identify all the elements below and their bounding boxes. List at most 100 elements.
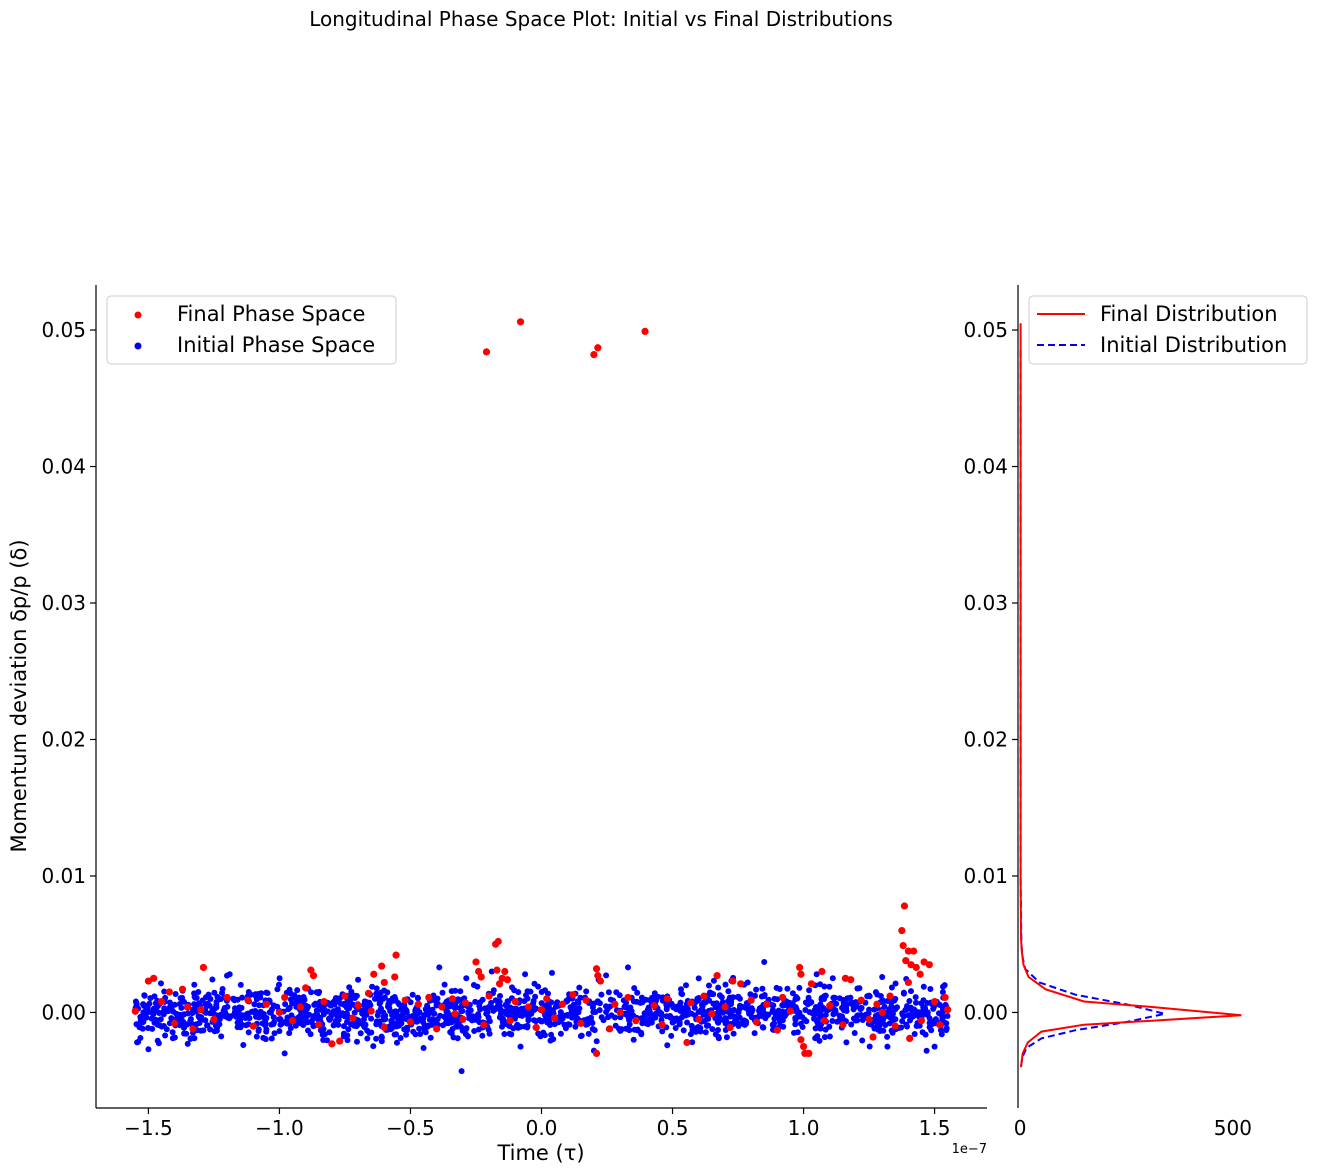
final-point [594,344,602,352]
final-point [406,1018,415,1026]
initial-point [759,1024,766,1031]
final-point [641,327,649,336]
initial-point [143,1009,150,1016]
initial-point [680,1027,687,1034]
final-point [592,965,601,973]
final-point [275,1008,284,1017]
initial-point [689,1027,696,1034]
initial-point [224,1003,231,1010]
initial-point [211,1028,218,1035]
final-point [910,947,918,955]
final-point [210,1015,218,1023]
initial-point [463,1026,469,1033]
y-axis-label: Momentum deviation δp/p (δ) [7,539,31,852]
initial-point [168,1015,175,1022]
initial-point [576,984,583,991]
initial-point [731,1007,737,1013]
final-point [380,1023,388,1032]
final-point [328,1040,336,1048]
initial-point [185,1010,191,1017]
initial-point [428,1021,435,1028]
initial-point [172,991,179,997]
final-point [249,1022,257,1030]
initial-point [501,1031,508,1037]
y-tick-label: 0.00 [41,1000,86,1024]
initial-point [281,1050,288,1057]
initial-point [752,992,758,999]
initial-point [216,1016,223,1023]
initial-point [918,1000,925,1007]
final-point [296,1003,305,1011]
initial-point [761,958,768,965]
final-point [197,1006,205,1014]
final-point [485,992,493,1000]
initial-point [812,1035,819,1042]
final-point [223,993,231,1002]
y-tick-label: 0.01 [41,864,86,888]
final-point [451,1010,459,1018]
final-point [392,951,400,959]
final-point [606,1025,614,1033]
distribution-legend: Final Distribution Initial Distribution [1028,295,1308,365]
initial-point [195,989,202,995]
initial-point [211,1005,218,1012]
initial-point [648,1019,655,1026]
final-point [341,992,349,1000]
final-point [906,1034,914,1042]
initial-point [295,1014,301,1021]
x-offset-label: 1e−7 [952,1142,987,1157]
initial-point [237,981,244,988]
final-point [594,972,602,980]
initial-point [277,1016,284,1022]
initial-point [572,1023,579,1030]
legend-final-dist-label: Final Distribution [1100,302,1278,326]
initial-point [734,994,741,1001]
initial-point [591,1027,598,1034]
initial-point [691,1004,698,1011]
initial-point [884,1043,891,1050]
final-point [797,970,805,978]
y-tick-label: 0.02 [41,727,86,751]
initial-point [928,1027,935,1034]
final-point [796,963,804,972]
initial-point [796,984,803,991]
final-point [632,1017,640,1025]
initial-point [412,1031,419,1038]
initial-point [470,982,477,988]
x-tick-label: 1.0 [788,1116,820,1140]
initial-point [233,1013,240,1020]
initial-point [672,1025,679,1031]
initial-point [253,1033,260,1040]
initial-point [274,986,281,993]
initial-point [881,1003,888,1010]
initial-point [826,1033,833,1040]
final-point [244,996,252,1004]
initial-point [748,1014,755,1021]
final-point [178,985,187,993]
final-point [805,1049,813,1058]
final-point [721,1003,729,1011]
initial-point [637,999,644,1006]
side-x-tick-label: 0 [1014,1116,1027,1140]
initial-point [622,1004,629,1011]
initial-point [268,1035,275,1042]
initial-point [866,1006,873,1013]
initial-point [191,981,198,988]
initial-point [880,1027,887,1034]
initial-point [667,1013,674,1019]
initial-point [871,1025,878,1032]
initial-point [471,1028,478,1034]
initial-point [376,1018,383,1025]
initial-point [511,987,518,994]
initial-point [420,1019,427,1026]
initial-point [345,1026,352,1033]
initial-point [530,1000,537,1007]
initial-point [257,1009,264,1015]
initial-point [829,975,836,982]
initial-point [392,1023,399,1030]
final-point [495,980,504,988]
initial-point [630,1036,637,1043]
initial-point [427,1016,434,1023]
initial-point [271,1030,278,1037]
initial-point [557,1030,564,1037]
